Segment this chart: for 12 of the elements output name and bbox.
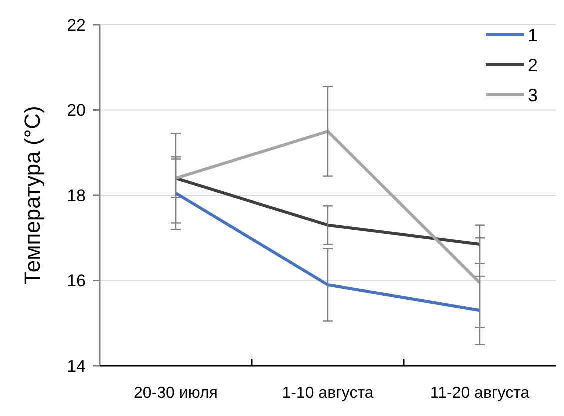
x-tick-label: 11-20 августа: [430, 385, 530, 402]
x-tick-label: 1-10 августа: [282, 385, 374, 402]
y-tick-label: 16: [67, 272, 86, 291]
legend-label: 2: [528, 55, 538, 76]
y-tick-label: 22: [67, 16, 86, 35]
x-tick-label: 20-30 июля: [134, 385, 218, 402]
y-tick-label: 14: [67, 356, 86, 376]
y-axis-title: Температура (°C): [20, 106, 45, 285]
y-tick-label: 20: [67, 101, 86, 120]
legend-label: 3: [528, 85, 538, 106]
y-tick-label: 18: [67, 186, 86, 206]
legend-label: 1: [528, 25, 538, 46]
